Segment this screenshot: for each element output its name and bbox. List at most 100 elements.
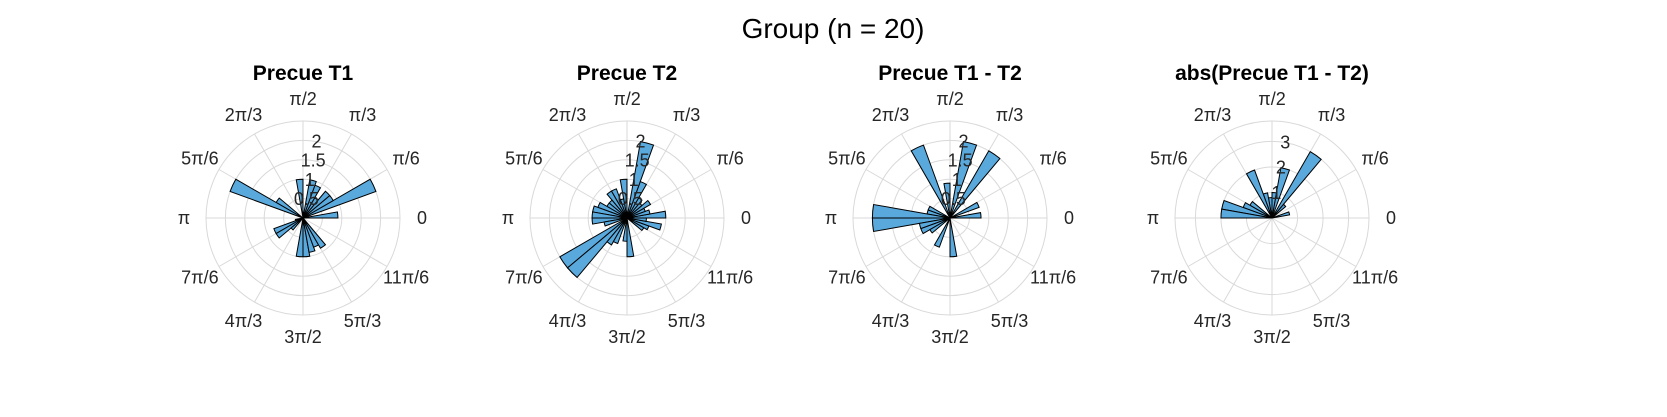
angular-tick-label: 5π/3 (668, 311, 705, 331)
histogram-bar (275, 217, 304, 239)
histogram-bar (612, 217, 628, 245)
angular-grid-spoke (1271, 169, 1357, 219)
panel-title: Precue T1 (253, 62, 354, 85)
angular-tick-label: π/2 (613, 89, 640, 109)
angular-tick-label: π/6 (716, 149, 743, 169)
angular-tick-label: 4π/3 (1194, 311, 1231, 331)
angular-tick-label: 4π/3 (872, 311, 909, 331)
angular-tick-label: π (178, 208, 190, 228)
angular-grid-spoke (626, 217, 676, 303)
histogram-bar (1271, 211, 1291, 219)
histogram-bar (302, 178, 377, 219)
angular-tick-label: 4π/3 (225, 311, 262, 331)
radial-tick-label: 2 (958, 132, 968, 152)
angular-tick-label: π/3 (996, 105, 1023, 125)
angular-tick-label: 3π/2 (1253, 327, 1290, 347)
angular-grid-spoke (1223, 217, 1273, 303)
radial-tick-label: 1.5 (301, 151, 326, 171)
angular-tick-label: π/6 (392, 149, 419, 169)
angular-tick-label: 3π/2 (608, 327, 645, 347)
histogram-bar (626, 217, 635, 258)
histogram-bar (566, 217, 628, 279)
angular-tick-label: 2π/3 (549, 105, 586, 125)
angular-tick-label: 5π/6 (181, 149, 218, 169)
angular-grid-spoke (254, 133, 304, 219)
histogram-bar (302, 179, 317, 219)
radial-tick-label: 1.5 (625, 151, 650, 171)
radial-tick-label: 2 (311, 132, 321, 152)
polar-panel-2: Precue T2 0.511.52 0 π/6 π/3 π/2 2π/3 5π/6 π 7π/6… (502, 62, 753, 347)
angular-tick-label: π/3 (673, 105, 700, 125)
histogram-bar (302, 211, 339, 219)
histogram-bar (626, 141, 655, 219)
histogram-bar (949, 217, 958, 258)
angular-tick-label: 7π/6 (181, 268, 218, 288)
histogram-bar (1245, 169, 1273, 219)
angular-tick-label: π/2 (1258, 89, 1285, 109)
histogram-bar (949, 212, 982, 219)
angular-tick-label: 2π/3 (872, 105, 909, 125)
histogram-bar (1271, 167, 1291, 219)
angular-grid-spoke (949, 217, 999, 303)
panel-title: Precue T2 (577, 62, 677, 85)
angular-tick-label: 2π/3 (1194, 105, 1231, 125)
panel-title: abs(Precue T1 - T2) (1175, 62, 1369, 85)
angular-grid-spoke (1187, 217, 1273, 267)
histogram-bar (949, 201, 980, 219)
figure-title: Group (n = 20) (742, 13, 925, 44)
angular-tick-label: 0 (1064, 208, 1074, 228)
histogram-bar (302, 217, 327, 249)
polar-panel-3: Precue T1 - T2 0.511.52 0 π/6 π/3 π/2 2π/3 5π/6… (825, 62, 1076, 347)
angular-tick-label: 5π/6 (1150, 149, 1187, 169)
histogram-bar (295, 178, 304, 219)
angular-tick-label: 7π/6 (1150, 268, 1187, 288)
angular-tick-label: 5π/3 (344, 311, 381, 331)
angular-grid-spoke (949, 217, 1035, 267)
angular-tick-label: π/2 (289, 89, 316, 109)
angular-tick-label: π/6 (1039, 149, 1066, 169)
angular-tick-label: π/3 (1318, 105, 1345, 125)
angular-tick-label: 3π/2 (284, 327, 321, 347)
radial-tick-label: 0.5 (294, 189, 319, 209)
histogram-bar (606, 217, 628, 246)
radial-tick-label: 1.5 (948, 151, 973, 171)
histogram-bar (933, 217, 951, 248)
angular-tick-label: 5π/3 (991, 311, 1028, 331)
histogram-bar (1271, 150, 1322, 219)
histogram-bar (626, 217, 647, 222)
angular-tick-label: π/3 (349, 105, 376, 125)
histogram-bar (949, 150, 1001, 219)
histogram-bar (910, 144, 951, 219)
angular-tick-label: 5π/6 (505, 149, 542, 169)
angular-grid-spoke (254, 217, 304, 303)
angular-tick-label: π/6 (1361, 149, 1388, 169)
histogram-bar (229, 178, 304, 219)
angular-tick-label: 11π/6 (383, 268, 429, 288)
angular-tick-label: 5π/3 (1313, 311, 1350, 331)
histogram-bar (929, 217, 951, 234)
angular-tick-label: π/2 (936, 89, 963, 109)
histogram-bar (290, 217, 304, 231)
histogram-bar (626, 217, 662, 231)
radial-tick-label: 0.5 (618, 189, 643, 209)
radial-tick-label: 1 (629, 170, 639, 190)
angular-tick-label: 5π/6 (828, 149, 865, 169)
panel-title: Precue T1 - T2 (878, 62, 1022, 85)
radial-tick-label: 0.5 (941, 189, 966, 209)
angular-grid-spoke (1271, 217, 1321, 303)
radial-tick-label: 1 (952, 170, 962, 190)
radial-tick-label: 1 (305, 170, 315, 190)
angular-tick-label: 0 (1386, 208, 1396, 228)
histogram-bar (1220, 208, 1273, 219)
angular-tick-label: 3π/2 (931, 327, 968, 347)
polar-panel-4: abs(Precue T1 - T2) 1 2 3 0 π/6 π/3 π/2 2π/3 5π/6… (1147, 62, 1398, 347)
histogram-bar (302, 190, 331, 219)
histogram-bar (949, 141, 978, 219)
angular-tick-label: 11π/6 (1030, 268, 1076, 288)
polar-panels: Precue T10.511.520π/6π/3π/22π/35π/6π7π/6… (178, 62, 1398, 347)
angular-tick-label: 0 (417, 208, 427, 228)
angular-tick-label: π (502, 208, 514, 228)
radial-tick-label: 2 (635, 132, 645, 152)
angular-grid-spoke (1271, 217, 1357, 267)
